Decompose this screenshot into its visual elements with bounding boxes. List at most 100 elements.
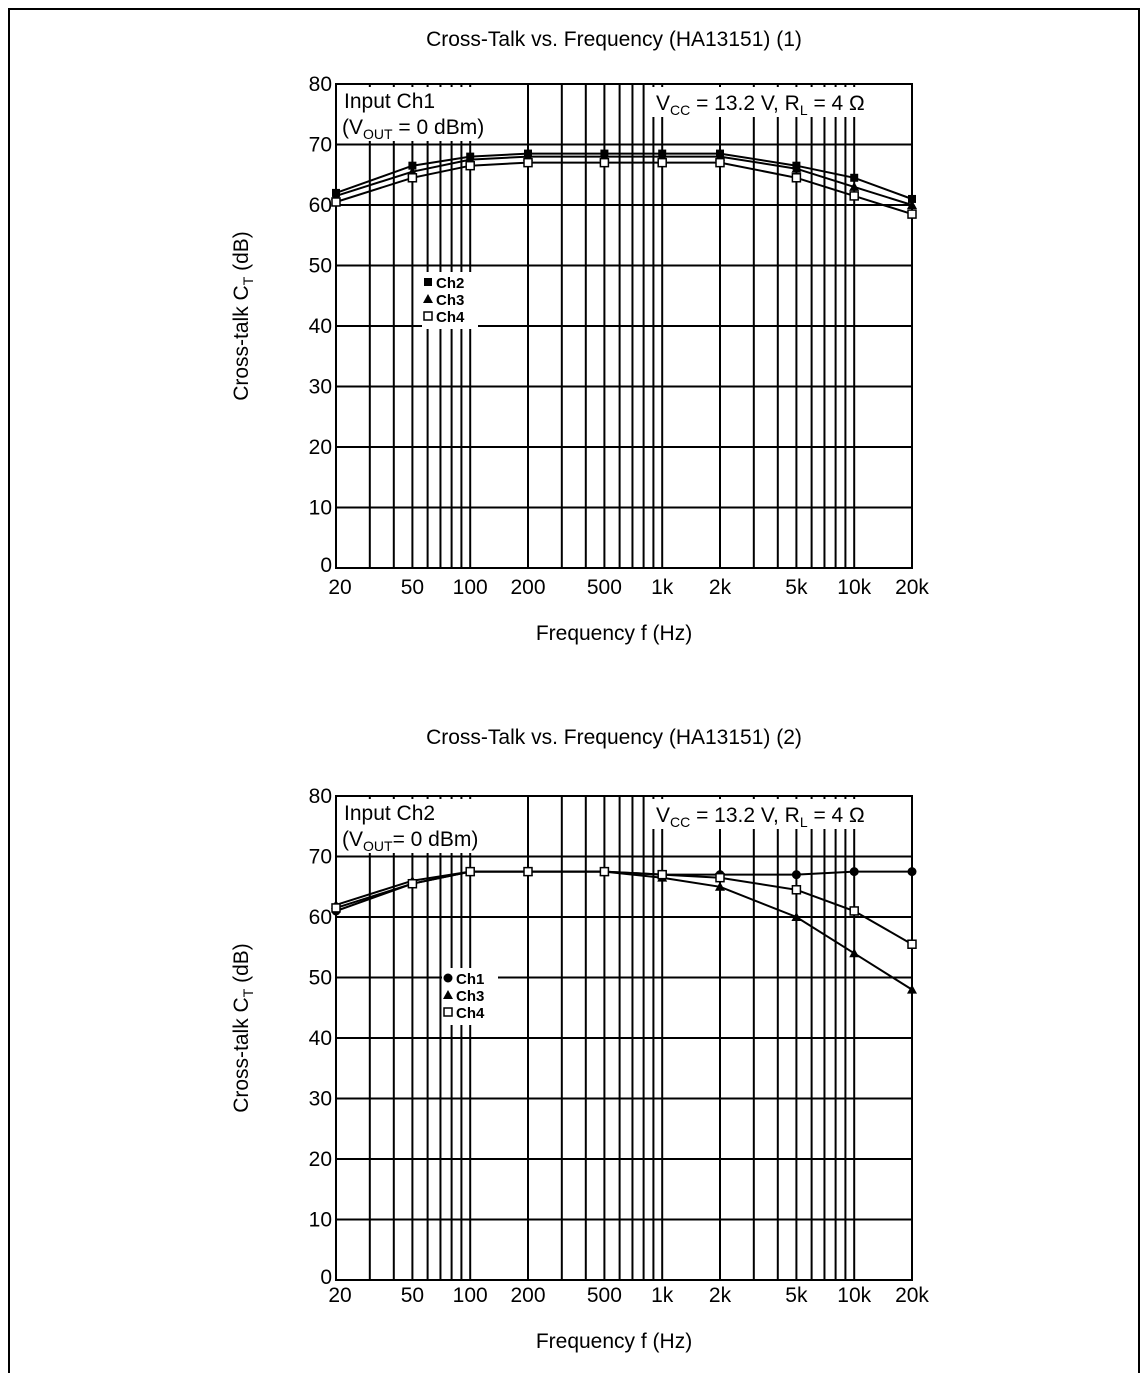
y-tick-label: 0 [320, 1266, 332, 1289]
x-tick-label: 1k [651, 1284, 674, 1307]
x-tick-label: 20k [895, 1284, 929, 1307]
x-tick-label: 50 [401, 1284, 424, 1307]
legend-label: Ch3 [436, 292, 464, 309]
chart-2: Cross-Talk vs. Frequency (HA13151) (2) 0 1… [230, 726, 929, 1353]
data-point [657, 157, 667, 168]
data-point [907, 200, 917, 209]
y-axis-label: Cross-talk CT (dB) [230, 231, 256, 401]
series-line [335, 161, 913, 216]
x-tick-label: 200 [510, 1284, 545, 1307]
data-point [849, 948, 860, 958]
data-point [331, 903, 341, 913]
data-point [331, 197, 341, 207]
data-point [715, 157, 725, 168]
data-point [849, 906, 859, 916]
data-point [849, 867, 859, 877]
x-tick-label: 100 [453, 576, 488, 599]
x-tick-label: 200 [510, 576, 545, 599]
legend-label: Ch2 [436, 275, 464, 292]
series-line [335, 870, 913, 991]
data-point [907, 984, 917, 994]
data-point [791, 885, 802, 895]
series-ch4 [331, 157, 917, 219]
y-tick-label: 20 [309, 1148, 332, 1171]
data-point [465, 160, 475, 171]
data-point [599, 866, 610, 877]
y-tick-label: 50 [309, 255, 332, 278]
y-tick-label: 70 [309, 846, 332, 869]
plot-area [335, 83, 913, 569]
x-tick-label: 2k [709, 576, 732, 599]
data-point [715, 872, 725, 883]
data-point [657, 869, 667, 880]
x-axis-label: Frequency f (Hz) [536, 1330, 692, 1353]
y-tick-label: 0 [320, 554, 332, 577]
y-tick-label: 20 [309, 436, 332, 459]
x-tick-label: 10k [837, 576, 871, 599]
data-point [791, 173, 802, 183]
data-point [791, 912, 802, 921]
input-channel-label: Input Ch1 [344, 90, 435, 113]
output-level-label: (VOUT = 0 dBm) [342, 116, 484, 142]
x-tick-label: 20k [895, 576, 929, 599]
y-tick-label: 80 [309, 785, 332, 808]
y-tick-label: 60 [309, 194, 332, 217]
legend-label: Ch3 [456, 988, 484, 1005]
plot-area [335, 795, 913, 1281]
y-tick-label: 50 [309, 967, 332, 990]
chart-1: Cross-Talk vs. Frequency (HA13151) (1) 0 1… [230, 28, 929, 645]
data-point [907, 209, 917, 219]
x-tick-label: 20 [328, 1284, 351, 1307]
data-point [791, 870, 801, 880]
legend-marker [424, 278, 432, 286]
output-level-label: (VOUT= 0 dBm) [342, 828, 478, 854]
x-tick-label: 10k [837, 1284, 871, 1307]
x-tick-label: 20 [328, 576, 351, 599]
chart-title: Cross-Talk vs. Frequency (HA13151) (2) [426, 726, 802, 749]
y-tick-label: 40 [309, 1027, 332, 1050]
series-line [335, 155, 913, 206]
data-point [465, 866, 475, 877]
data-point [907, 867, 917, 877]
y-axis-label: Cross-talk CT (dB) [230, 943, 256, 1113]
input-note-bg [340, 799, 518, 853]
x-tick-label: 5k [785, 1284, 808, 1307]
data-point [849, 191, 859, 201]
x-tick-label: 500 [587, 576, 622, 599]
data-point [599, 157, 610, 168]
x-tick-label: 100 [453, 1284, 488, 1307]
y-tick-label: 80 [309, 73, 332, 96]
series-ch4 [331, 866, 917, 949]
x-axis-label: Frequency f (Hz) [536, 622, 692, 645]
data-point [407, 878, 418, 889]
data-point [715, 881, 725, 891]
series-ch3 [331, 151, 917, 209]
legend-marker [443, 1007, 453, 1017]
series-line [335, 152, 913, 200]
input-note-bg [340, 87, 518, 141]
y-tick-label: 40 [309, 315, 332, 338]
grid-lines [335, 795, 913, 1281]
data-point [907, 939, 917, 949]
legend-marker [423, 311, 433, 321]
condition-label: VCC = 13.2 V, RL = 4 Ω [656, 804, 865, 830]
legend-label: Ch4 [436, 309, 465, 326]
series-ch3 [331, 866, 917, 994]
series-line [335, 870, 913, 946]
legend-marker [423, 294, 433, 303]
x-tick-label: 1k [651, 576, 674, 599]
legend-marker [443, 990, 453, 999]
data-point [523, 157, 533, 168]
page-frame [8, 8, 1140, 1373]
data-point [407, 173, 418, 183]
x-tick-label: 5k [785, 576, 808, 599]
data-point [908, 194, 916, 203]
data-point [791, 163, 802, 173]
legend-label: Ch4 [456, 1005, 485, 1022]
y-tick-label: 30 [309, 376, 332, 399]
y-tick-label: 10 [309, 497, 332, 520]
x-tick-label: 2k [709, 1284, 732, 1307]
input-channel-label: Input Ch2 [344, 802, 435, 825]
x-tick-label: 50 [401, 576, 424, 599]
